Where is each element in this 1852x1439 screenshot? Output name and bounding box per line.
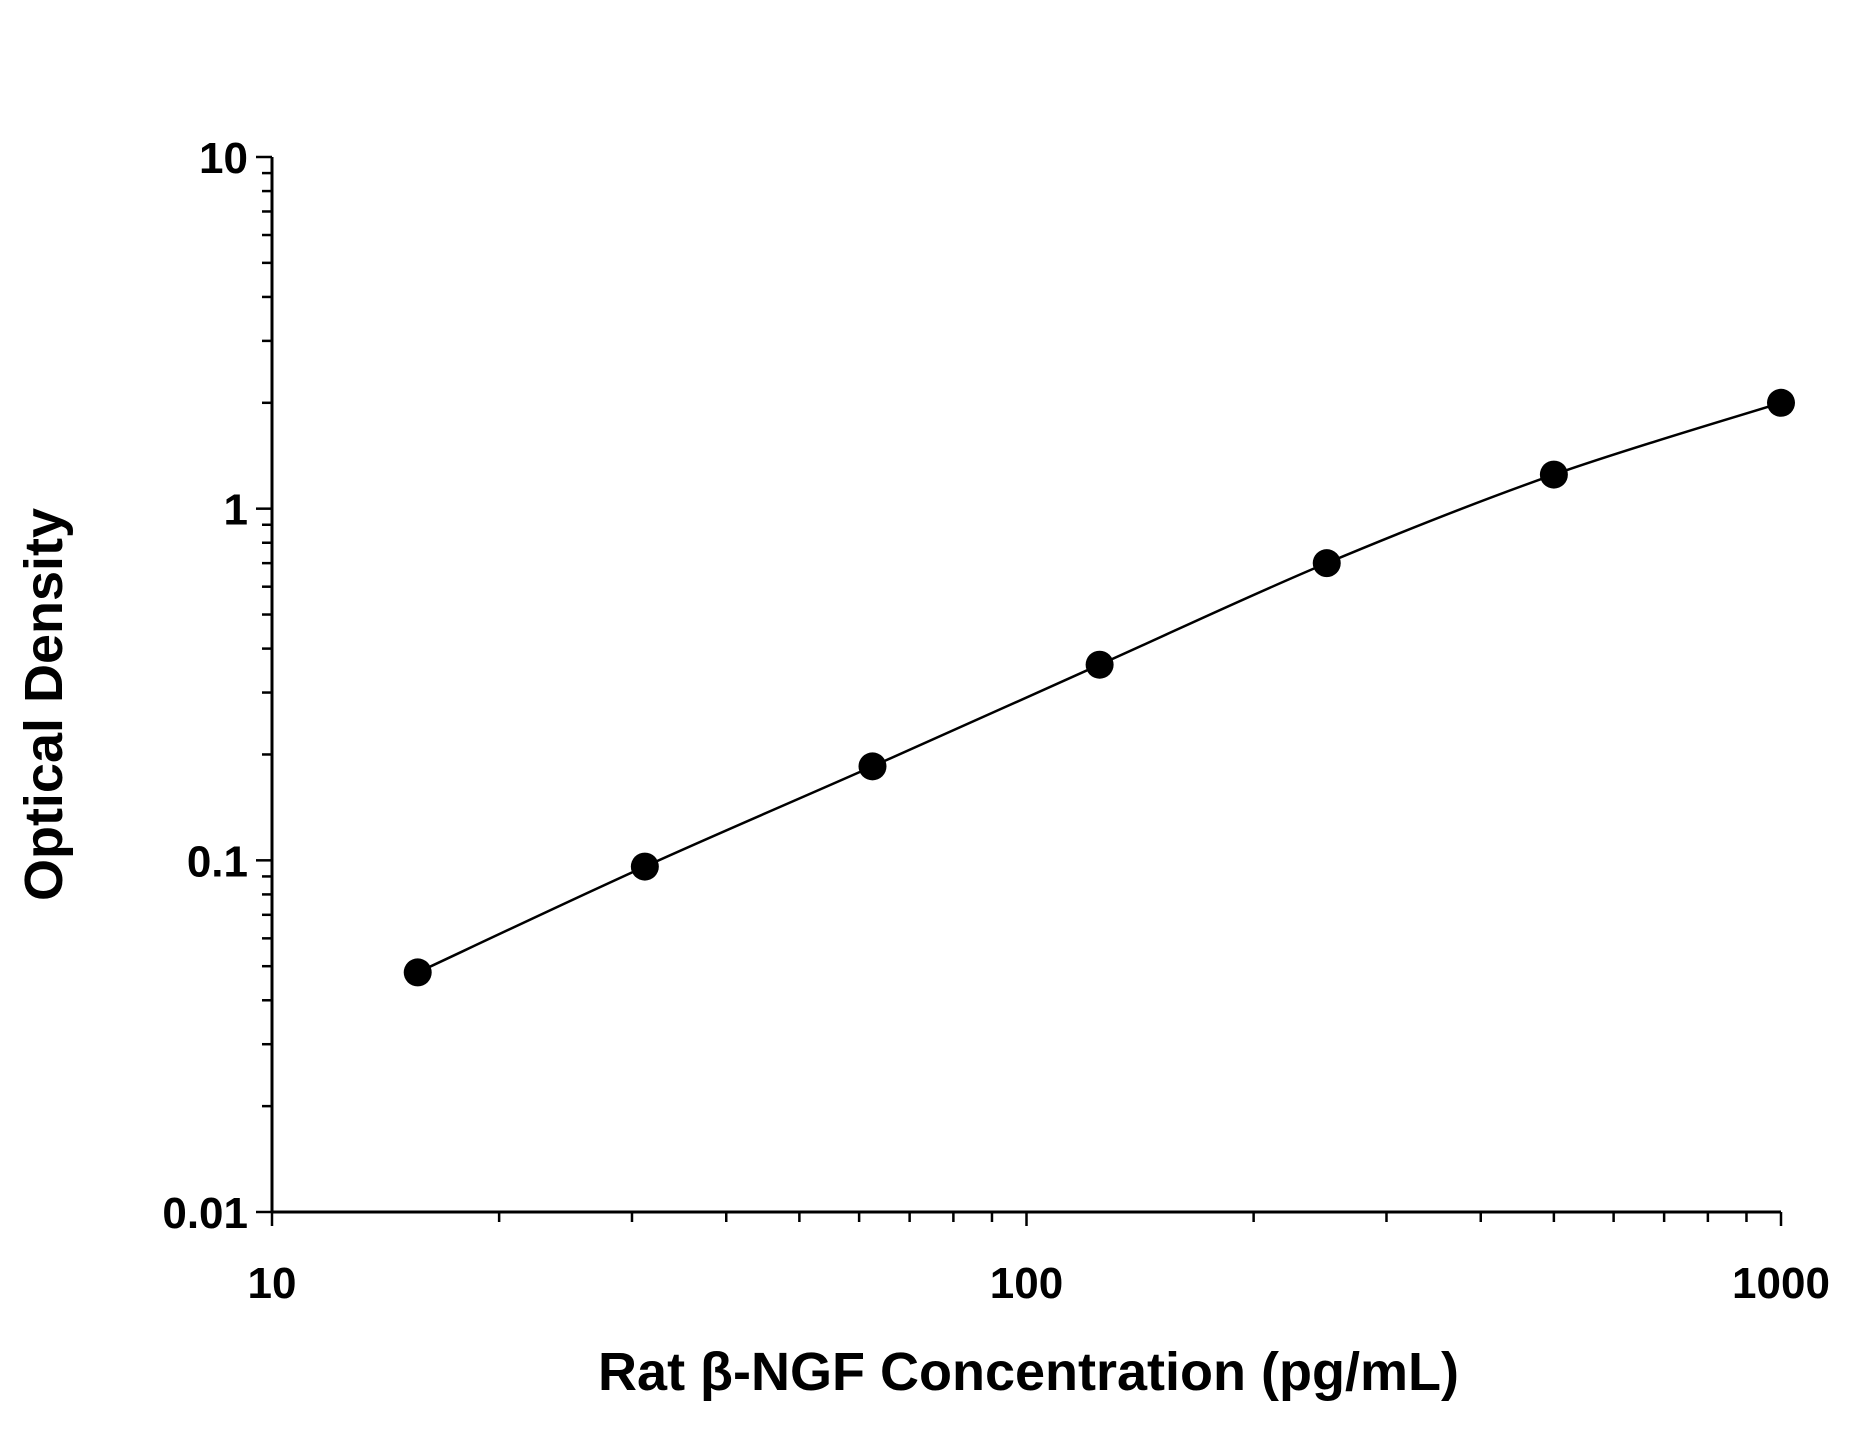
axes <box>256 155 1783 1226</box>
data-point <box>1312 549 1341 578</box>
data-point <box>1539 460 1568 489</box>
data-points-layer <box>403 388 1795 987</box>
y-axis-title: Optical Density <box>14 508 74 901</box>
x-axis-title: Rat β-NGF Concentration (pg/mL) <box>598 1342 1459 1402</box>
fit-curve <box>417 401 1782 974</box>
data-point <box>630 852 659 881</box>
fit-curve-layer <box>417 401 1782 974</box>
data-point <box>1767 388 1795 417</box>
y-tick-label: 1 <box>224 486 248 535</box>
data-point <box>1085 650 1114 679</box>
x-tick-label: 100 <box>990 1259 1063 1308</box>
data-point <box>858 752 887 781</box>
tick-labels-layer: 10 100 1000 0.01 0.1 1 10 <box>162 134 1830 1308</box>
x-tick-label: 1000 <box>1732 1259 1830 1308</box>
y-tick-label: 0.01 <box>162 1189 248 1238</box>
y-tick-label: 0.1 <box>187 837 248 886</box>
x-tick-label: 10 <box>248 1259 297 1308</box>
y-tick-label: 10 <box>199 134 248 183</box>
data-point <box>403 958 432 987</box>
